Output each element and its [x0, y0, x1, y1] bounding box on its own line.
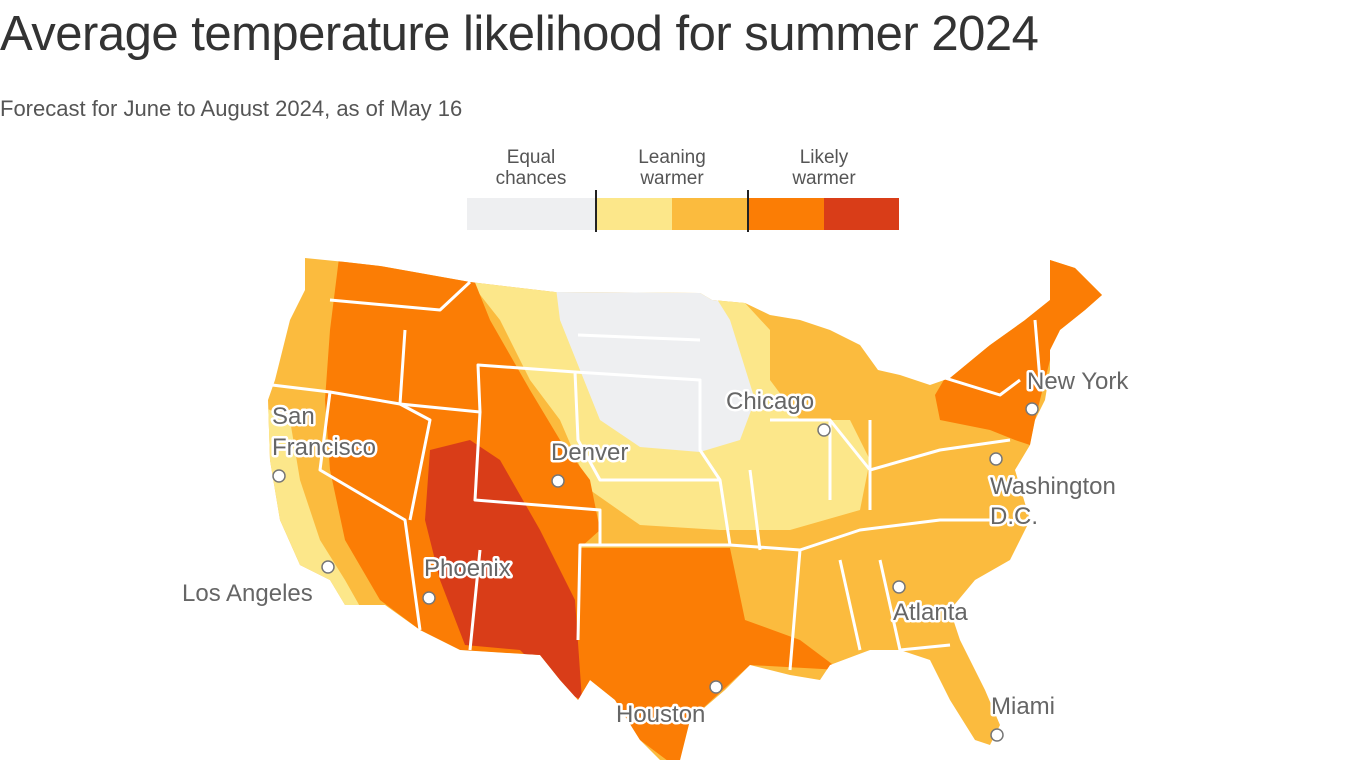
- legend-label-likely: Likely warmer: [792, 147, 856, 189]
- region-leaning-low-california: [268, 405, 362, 610]
- city-label-miami: Miami: [991, 693, 1055, 720]
- city-dot-phoenix: [422, 591, 436, 605]
- region-likely-northeast: [935, 258, 1102, 445]
- city-dot-los-angeles: [321, 560, 335, 574]
- legend-divider: [747, 190, 749, 232]
- city-dot-san-francisco: [272, 469, 286, 483]
- legend-label-equal: Equal chances: [495, 147, 567, 189]
- city-dot-houston: [709, 680, 723, 694]
- city-label-denver: Denver: [551, 439, 628, 466]
- region-likely-high-southwest: [425, 440, 582, 700]
- legend-label-leaning: Leaning warmer: [638, 147, 706, 189]
- chart-title: Average temperature likelihood for summe…: [0, 7, 1039, 61]
- city-markers: [272, 402, 1039, 742]
- city-dot-washington-dc: [989, 452, 1003, 466]
- legend-swatch-equal: [467, 198, 596, 230]
- legend-swatch-likely-high: [824, 198, 899, 230]
- city-label-los-angeles: Los Angeles: [182, 580, 313, 607]
- legend-divider: [595, 190, 597, 232]
- city-dot-denver: [551, 474, 565, 488]
- city-label-houston: Houston: [616, 701, 705, 728]
- city-dot-new-york: [1025, 402, 1039, 416]
- region-equal-chances: [555, 280, 755, 452]
- city-label-washington-dc-line2: D.C.: [990, 503, 1038, 530]
- city-label-chicago: Chicago: [726, 388, 814, 415]
- city-label-san-francisco-line2: Francisco: [272, 434, 376, 461]
- city-label-phoenix: Phoenix: [424, 555, 511, 582]
- city-dot-miami: [990, 728, 1004, 742]
- city-label-san-francisco: San: [272, 403, 315, 430]
- city-label-atlanta: Atlanta: [893, 599, 968, 626]
- city-label-new-york: New York: [1027, 368, 1129, 395]
- city-dot-atlanta: [892, 580, 906, 594]
- legend-swatch-likely-low: [748, 198, 824, 230]
- city-label-washington-dc: Washington: [990, 473, 1116, 500]
- city-labels: San Francisco Los Angeles Phoenix Denver…: [180, 366, 1132, 731]
- city-dot-chicago: [817, 423, 831, 437]
- state-borders: [271, 280, 1042, 671]
- chart-subtitle: Forecast for June to August 2024, as of …: [0, 96, 463, 121]
- legend-swatch-leaning-high: [672, 198, 748, 230]
- legend-swatch-leaning-low: [597, 198, 672, 230]
